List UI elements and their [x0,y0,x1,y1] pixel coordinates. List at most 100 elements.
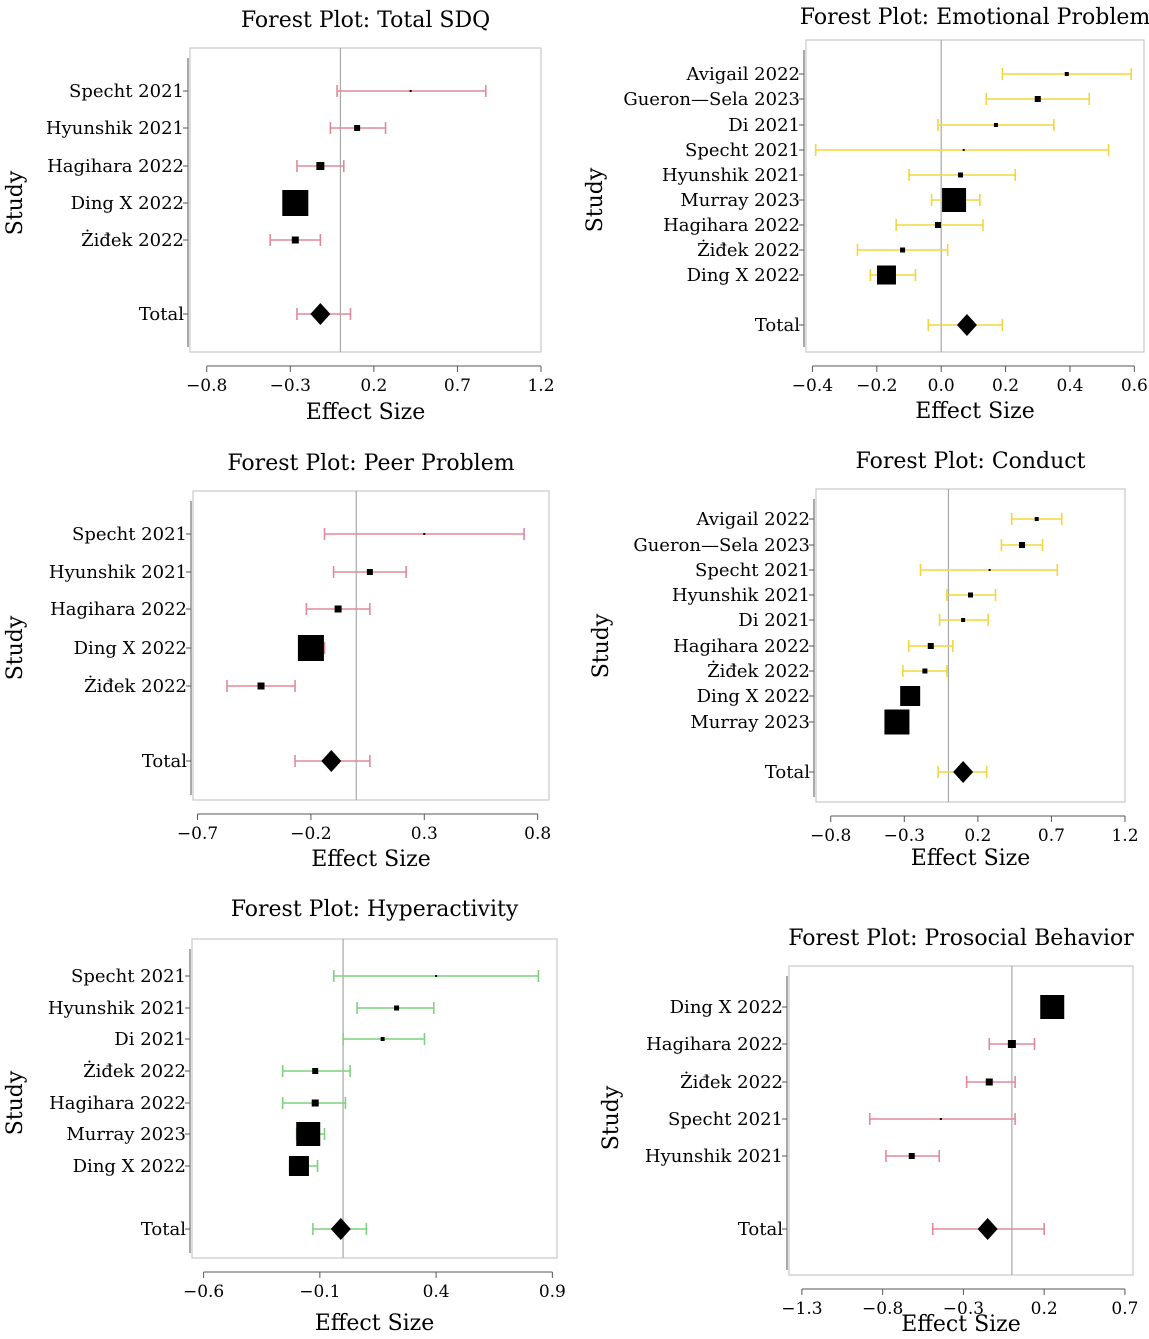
effect-size-square [958,172,964,178]
study-row-hagihara-2022: Hagihara 2022 [646,1034,1036,1055]
x-tick-label: −0.8 [186,376,227,396]
effect-size-square [961,618,966,622]
forest-panel-forest-plot-prosocial-behavior: Forest Plot: Prosocial Behavior −1.3 −0.8 −… [599,926,1138,1337]
study-label: Żiđek 2022 [680,1070,783,1093]
study-row-ding-x-2022: Ding X 2022 [687,265,917,286]
study-label: Ding X 2022 [74,638,187,659]
effect-size-square [900,686,921,706]
study-row-ding-x-2022: Ding X 2022 [670,995,1065,1019]
total-row: Total [141,1218,368,1240]
x-tick-label: 0.8 [524,824,551,844]
effect-size-square [922,668,928,674]
effect-size-square [311,1099,319,1107]
study-label: Specht 2021 [69,81,184,102]
effect-size-square [288,1156,309,1176]
effect-size-square [1034,517,1039,521]
x-tick-label: 1.2 [1111,826,1138,846]
forest-panel-forest-plot-total-sdq: Forest Plot: Total SDQ −0.8 −0.3 0.2 0.7 1.2 E… [3,8,555,425]
x-tick-label: −1.3 [781,1299,822,1319]
x-tick-label: −0.3 [884,826,925,846]
study-row-gueron-sela-2023: Gueron—Sela 2023 [623,89,1091,110]
study-label: Gueron—Sela 2023 [633,535,810,556]
forest-panel-forest-plot-emotional-problem: Forest Plot: Emotional Problem −0.4 −0.2 0.… [583,5,1149,424]
study-label: Ding X 2022 [73,1156,186,1177]
study-row-ding-x-2022: Ding X 2022 [74,635,326,661]
study-row-gueron-sela-2023: Gueron—Sela 2023 [633,535,1044,556]
x-tick-label: −0.1 [299,1282,340,1302]
effect-size-square [968,592,973,598]
x-tick-label: 0.7 [1111,1299,1138,1319]
x-tick-label: −0.3 [270,376,311,396]
effect-size-square [282,190,309,216]
study-label: Hyunshik 2021 [49,562,187,583]
effect-size-square [423,533,426,535]
study-row-hyunshik-2021: Hyunshik 2021 [49,562,407,583]
study-row-avigail-2022: Avigail 2022 [696,509,1063,530]
x-axis-label: Effect Size [306,400,426,425]
study-row-hyunshik-2021: Hyunshik 2021 [48,998,435,1019]
total-label: Total [139,304,184,325]
study-row-avigail-2022: Avigail 2022 [686,64,1132,85]
x-tick-label: −0.3 [943,1299,984,1319]
chart-title: Forest Plot: Hyperactivity [231,897,519,922]
study-label: Di 2021 [728,115,800,136]
pooled-effect-diamond [310,303,331,325]
study-row-zi-ek-2022: Żiđek 2022 [680,1070,1016,1093]
x-axis-label: Effect Size [915,399,1035,424]
effect-size-square [334,605,342,613]
study-row-ding-x-2022: Ding X 2022 [71,190,309,216]
forest-panel-forest-plot-conduct: Forest Plot: Conduct −0.8 −0.3 0.2 0.7 1.2 Eff… [589,449,1139,871]
x-tick-label: −0.8 [862,1299,903,1319]
study-label: Ding X 2022 [687,265,800,286]
plot-frame [191,938,558,1259]
study-label: Ding X 2022 [670,997,783,1018]
y-axis-label: Study [3,170,28,235]
study-row-specht-2021: Specht 2021 [695,560,1059,581]
pooled-effect-diamond [321,750,342,772]
study-row-zi-ek-2022: Żiđek 2022 [81,228,322,251]
study-row-hagihara-2022: Hagihara 2022 [49,1093,347,1114]
study-label: Di 2021 [738,610,810,631]
study-row-murray-2023: Murray 2023 [66,1122,326,1146]
study-row-specht-2021: Specht 2021 [71,966,540,987]
effect-size-square [900,247,906,253]
total-row: Total [142,750,371,772]
x-tick-label: −0.6 [183,1282,224,1302]
study-row-zi-ek-2022: Żiđek 2022 [84,674,296,697]
study-row-zi-ek-2022: Żiđek 2022 [83,1059,351,1082]
effect-size-square [1019,542,1025,548]
x-tick-label: 0.6 [1121,376,1148,396]
study-row-zi-ek-2022: Żiđek 2022 [707,659,948,682]
study-label: Hyunshik 2021 [672,585,810,606]
study-label: Żiđek 2022 [84,674,187,697]
effect-size-square [1007,1040,1016,1048]
study-label: Hyunshik 2021 [662,165,800,186]
x-tick-label: −0.2 [290,824,331,844]
effect-size-square [1034,96,1041,102]
study-label: Avigail 2022 [696,509,811,530]
chart-title: Forest Plot: Prosocial Behavior [788,926,1134,951]
total-label: Total [765,762,810,783]
effect-size-square [876,265,896,285]
effect-size-square [409,90,412,92]
study-row-specht-2021: Specht 2021 [72,524,525,545]
x-axis-label: Effect Size [911,846,1031,871]
pooled-effect-diamond [953,761,974,783]
x-tick-label: 0.4 [1056,376,1083,396]
study-row-hyunshik-2021: Hyunshik 2021 [662,165,1017,186]
effect-size-square [380,1037,385,1041]
total-label: Total [141,1219,186,1240]
study-row-hyunshik-2021: Hyunshik 2021 [46,118,387,139]
total-label: Total [142,751,187,772]
effect-size-square [934,222,941,228]
effect-size-square [1064,72,1069,76]
study-label: Hagihara 2022 [663,215,800,236]
x-tick-label: 0.4 [423,1282,450,1302]
effect-size-square [1040,995,1065,1019]
plot-frame [192,490,550,801]
y-axis-label: Study [3,615,28,680]
study-label: Hagihara 2022 [646,1034,783,1055]
study-label: Murray 2023 [690,712,810,733]
x-tick-label: −0.2 [856,376,897,396]
